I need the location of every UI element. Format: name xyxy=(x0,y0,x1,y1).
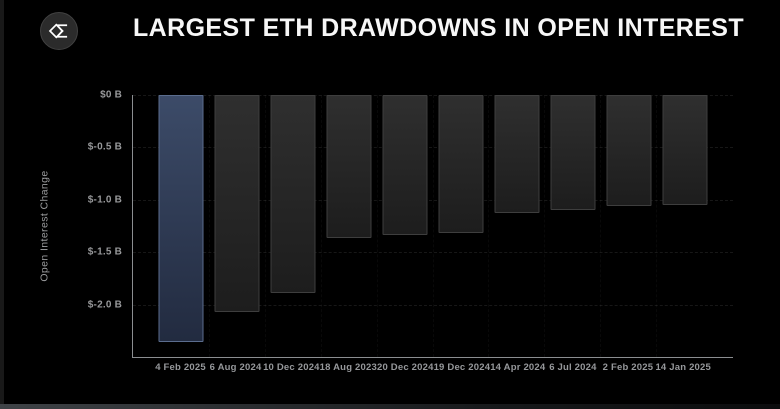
category-band xyxy=(154,95,209,357)
chart-bar-14-apr-2024[interactable] xyxy=(494,95,540,214)
category-band xyxy=(488,95,544,357)
x-axis-label: 6 Jul 2024 xyxy=(549,362,597,373)
chart-bar-14-jan-2025[interactable] xyxy=(662,95,708,206)
category-band xyxy=(433,95,489,357)
x-axis-label: 14 Jan 2025 xyxy=(655,362,712,373)
gridline xyxy=(133,199,733,201)
chart-bar-2-feb-2025[interactable] xyxy=(606,95,652,207)
chart-bar-20-dec-2024[interactable] xyxy=(382,95,428,236)
page-title: LARGEST ETH DRAWDOWNS IN OPEN INTEREST xyxy=(133,14,745,42)
x-axis-label: 14 Apr 2024 xyxy=(490,362,546,373)
sigma-diamond-logo-icon[interactable] xyxy=(40,12,78,50)
chart-bar-18-aug-2023[interactable] xyxy=(326,95,372,238)
bottom-edge-bar xyxy=(0,404,780,409)
x-axis-tick-labels: 4 Feb 2025 6 Aug 2024 10 Dec 2024 18 Aug 20… xyxy=(132,362,732,373)
category-band xyxy=(600,95,656,357)
chart-bar-19-dec-2024[interactable] xyxy=(438,95,484,234)
chart-bar-6-aug-2024[interactable] xyxy=(214,95,260,312)
gridline xyxy=(133,95,733,96)
y-tick-label: $-1.5 B xyxy=(87,246,122,258)
y-axis-title: Open Interest Change xyxy=(39,170,52,282)
sigma-glyph xyxy=(48,23,68,39)
y-tick-label: $0 B xyxy=(100,89,122,101)
chart-bar-4-feb-2025[interactable] xyxy=(158,95,204,343)
x-axis-label: 2 Feb 2025 xyxy=(602,362,654,373)
category-band xyxy=(265,95,321,357)
gridline xyxy=(133,252,733,254)
category-band xyxy=(209,95,265,357)
category-band xyxy=(544,95,600,357)
bar-group xyxy=(133,95,733,357)
header: LARGEST ETH DRAWDOWNS IN OPEN INTEREST xyxy=(0,0,780,62)
x-axis-label: 18 Aug 2023 xyxy=(319,362,377,373)
x-axis-label: 10 Dec 2024 xyxy=(263,362,320,373)
x-axis-label: 19 Dec 2024 xyxy=(433,362,491,373)
x-axis-label: 20 Dec 2024 xyxy=(376,362,434,373)
y-tick-label: $-0.5 B xyxy=(87,141,122,153)
gridline xyxy=(133,147,733,149)
x-axis-label: 6 Aug 2024 xyxy=(209,362,262,373)
x-axis-label: 4 Feb 2025 xyxy=(155,362,206,373)
chart-bar-6-jul-2024[interactable] xyxy=(550,95,596,211)
chart-bar-10-dec-2024[interactable] xyxy=(270,95,316,294)
y-tick-label: $-1.0 B xyxy=(87,194,122,206)
bar-chart-plot-area xyxy=(132,95,733,358)
y-tick-label: $-2.0 B xyxy=(87,299,122,311)
window-left-edge xyxy=(0,0,4,409)
category-band xyxy=(377,95,433,357)
category-band xyxy=(321,95,377,357)
gridline xyxy=(133,304,733,306)
category-band xyxy=(656,95,712,357)
